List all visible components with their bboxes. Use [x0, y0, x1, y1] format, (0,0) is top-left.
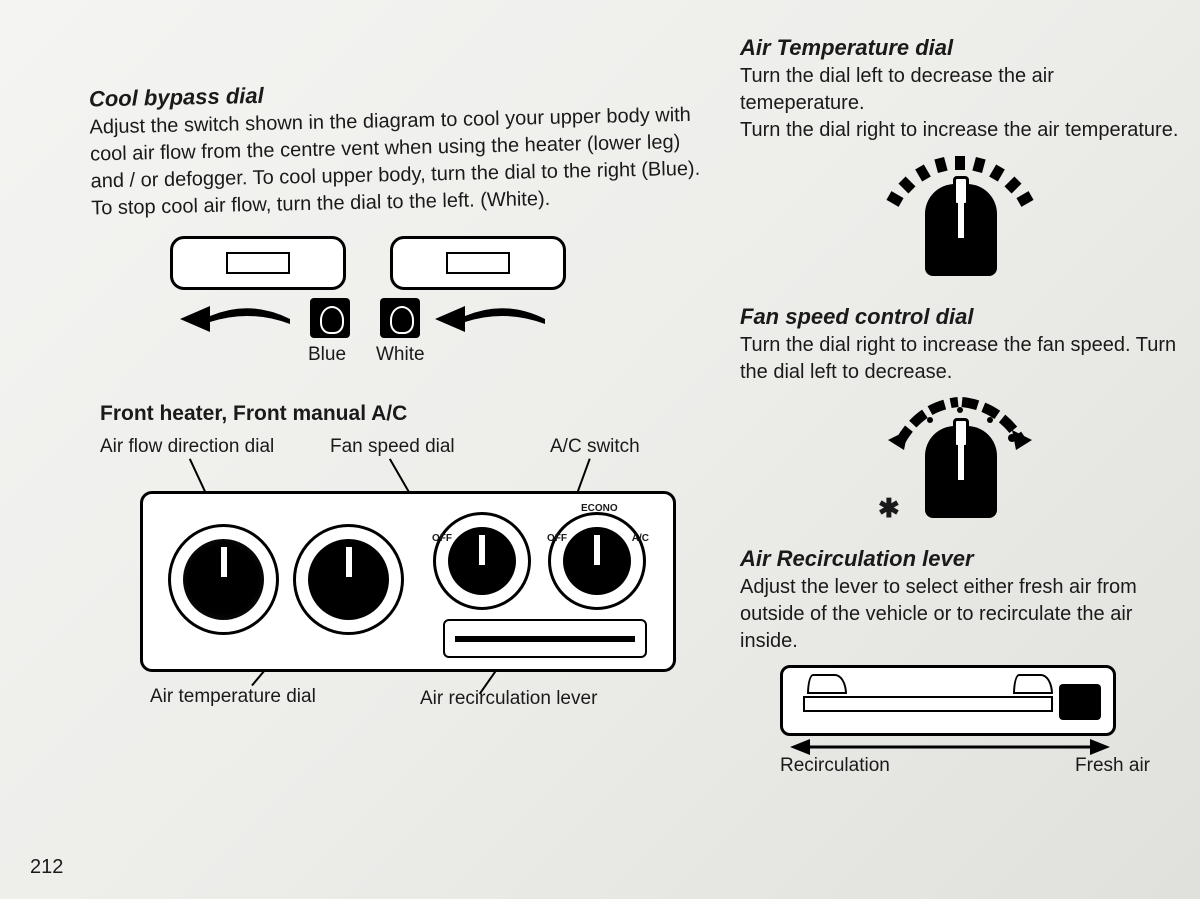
vent-diagram: Blue White [130, 236, 650, 396]
white-label: White [376, 344, 425, 366]
ac-panel-body: OFF OFF ECONO A/C [140, 491, 676, 672]
vent-right-icon [390, 236, 566, 290]
recirc-left-label: Recirculation [780, 755, 890, 777]
manual-page: Cool bypass dial Adjust the switch shown… [0, 0, 1200, 899]
vent-left-icon [170, 236, 346, 290]
control-panel-diagram: Air flow direction dial Fan speed dial A… [90, 436, 690, 716]
temp-knob-diagram [880, 154, 1040, 284]
recirc-heading: Air Recirculation lever [740, 546, 1180, 572]
airtemp-section: Air Temperature dial Turn the dial left … [740, 35, 1180, 284]
seat-blue-icon [310, 298, 350, 338]
lever-track-icon [803, 696, 1053, 712]
car-fresh-icon [1013, 674, 1053, 694]
recirc-panel-icon [780, 665, 1116, 736]
recirc-right-label: Fresh air [1075, 755, 1150, 777]
fanspeed-heading: Fan speed control dial [740, 304, 1180, 330]
airtemp-heading: Air Temperature dial [740, 35, 1180, 61]
arrow-left-icon [435, 304, 545, 334]
recirc-section: Air Recirculation lever Adjust the lever… [740, 546, 1180, 775]
off-label: OFF [432, 533, 452, 544]
recirc-lever-diagram: Recirculation Fresh air [780, 665, 1140, 775]
airtemp-dial-icon [293, 524, 404, 635]
fanspeed-body: Turn the dial right to increase the fan … [740, 332, 1180, 386]
lever-knob-icon [1059, 684, 1101, 720]
car-recirc-icon [807, 674, 847, 694]
left-column: Cool bypass dial Adjust the switch shown… [90, 80, 710, 716]
fan-off-icon: ✱ [878, 493, 900, 524]
arrow-right-icon [180, 304, 290, 334]
cool-bypass-body: Adjust the switch shown in the diagram t… [89, 102, 711, 223]
seat-white-icon [380, 298, 420, 338]
fanspeed-label: Fan speed dial [330, 436, 455, 458]
ac-label: A/C switch [550, 436, 640, 458]
fan-knob-diagram: ✱ [880, 396, 1040, 526]
off-label: OFF [547, 533, 567, 544]
blue-label: Blue [308, 344, 346, 366]
airtemp-body: Turn the dial left to decrease the air t… [740, 63, 1180, 144]
airflow-dial-icon [168, 524, 279, 635]
knob-icon [925, 426, 997, 518]
front-heater-heading: Front heater, Front manual A/C [100, 402, 710, 426]
recirc-slot-icon [443, 619, 647, 658]
fanspeed-dial-icon: OFF [433, 512, 531, 610]
right-column: Air Temperature dial Turn the dial left … [740, 35, 1180, 795]
cool-bypass-section: Cool bypass dial Adjust the switch shown… [89, 74, 712, 223]
knob-icon [925, 184, 997, 276]
double-arrow-icon [790, 737, 1110, 757]
page-number: 212 [30, 856, 63, 879]
recirc-label: Air recirculation lever [420, 688, 597, 710]
econo-label: ECONO [581, 503, 618, 514]
ac-dial-icon: OFF ECONO A/C [548, 512, 646, 610]
airtemp-label: Air temperature dial [150, 686, 316, 708]
recirc-body: Adjust the lever to select either fresh … [740, 574, 1180, 655]
airflow-label: Air flow direction dial [100, 436, 274, 458]
fanspeed-section: Fan speed control dial Turn the dial rig… [740, 304, 1180, 526]
ac-small-label: A/C [632, 533, 649, 544]
